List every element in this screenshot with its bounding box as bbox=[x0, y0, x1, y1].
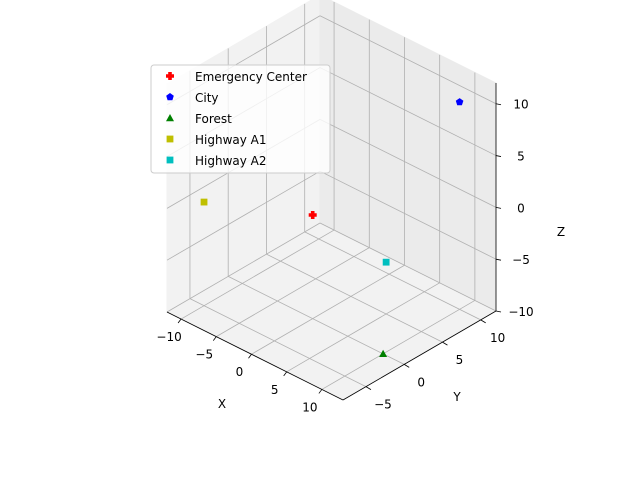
data-point-forest bbox=[379, 349, 388, 357]
axis-lines bbox=[166, 83, 497, 401]
grid-line-y-floor bbox=[189, 298, 367, 388]
grid-line-z-left bbox=[166, 222, 321, 313]
z-tick-label: −10 bbox=[508, 305, 533, 319]
x-tick-mark bbox=[283, 371, 287, 377]
z-tick-mark bbox=[495, 206, 502, 209]
z-axis-label: Z bbox=[557, 225, 565, 239]
data-point-emergency-center bbox=[308, 211, 317, 219]
grid-line-x-floor bbox=[180, 229, 335, 320]
x-axis-line bbox=[166, 311, 344, 401]
data-point-highway-a2 bbox=[382, 258, 390, 266]
legend-label: City bbox=[195, 91, 219, 105]
data-point-highway-a1 bbox=[200, 198, 208, 206]
grid-line-z-back bbox=[319, 67, 497, 156]
legend-label: Highway A1 bbox=[195, 133, 267, 147]
grid-line-x-floor bbox=[216, 247, 370, 337]
z-tick-mark bbox=[495, 258, 502, 261]
x-tick-label: 10 bbox=[302, 400, 317, 414]
grid-line-z-back bbox=[319, 119, 497, 208]
y-tick-mark bbox=[403, 364, 410, 368]
grid-line-x-floor bbox=[286, 282, 440, 373]
y-tick-label: 10 bbox=[490, 331, 505, 345]
legend-label: Highway A2 bbox=[195, 154, 267, 168]
legend-marker bbox=[166, 72, 174, 80]
grid-line-z-back bbox=[319, 222, 497, 312]
z-tick-label: 5 bbox=[517, 150, 525, 164]
grid-line-z-back bbox=[319, 170, 497, 260]
legend-box bbox=[150, 64, 331, 174]
data-points bbox=[200, 98, 464, 357]
y-tick-mark bbox=[442, 341, 448, 346]
legend-label: Emergency Center bbox=[195, 70, 307, 84]
legend: Emergency Center City Forest Highway A1 High… bbox=[150, 64, 331, 174]
grid-line-x-floor bbox=[251, 264, 405, 355]
x-tick-mark bbox=[177, 318, 182, 324]
z-tick-label: 0 bbox=[517, 201, 525, 215]
tick-marks bbox=[177, 103, 502, 394]
y-tick-label: 0 bbox=[417, 375, 425, 389]
x-tick-mark bbox=[212, 336, 217, 341]
grid-line-y-floor bbox=[266, 253, 443, 343]
x-tick-mark bbox=[318, 389, 323, 394]
grid-line-z-left bbox=[166, 170, 321, 261]
y-axis-line bbox=[342, 310, 497, 401]
grid-line-x-floor bbox=[321, 300, 476, 390]
x-tick-label: −10 bbox=[156, 330, 181, 344]
data-point-city bbox=[455, 98, 464, 106]
x-tick-label: 0 bbox=[236, 365, 244, 379]
x-axis-label: X bbox=[218, 397, 226, 411]
z-tick-mark bbox=[495, 155, 502, 157]
y-axis-label: Y bbox=[452, 390, 461, 404]
legend-label: Forest bbox=[195, 112, 232, 126]
y-tick-mark bbox=[365, 386, 372, 390]
x-tick-label: 5 bbox=[271, 383, 279, 397]
z-tick-label: 10 bbox=[513, 98, 528, 112]
y-tick-label: −5 bbox=[374, 398, 392, 412]
x-tick-mark bbox=[248, 353, 252, 359]
z-tick-mark bbox=[495, 103, 502, 106]
legend-marker bbox=[166, 114, 174, 122]
z-tick-label: −5 bbox=[512, 253, 530, 267]
z-tick-mark bbox=[495, 310, 502, 313]
grid-line-y-floor bbox=[304, 231, 481, 321]
x-tick-label: −5 bbox=[195, 348, 213, 362]
grid-line-z-back bbox=[319, 15, 497, 105]
legend-marker bbox=[166, 135, 174, 143]
y-tick-label: 5 bbox=[456, 353, 464, 367]
grid-line-y-floor bbox=[228, 276, 405, 365]
legend-marker bbox=[166, 156, 174, 164]
legend-marker bbox=[166, 93, 174, 101]
y-tick-mark bbox=[480, 319, 486, 324]
